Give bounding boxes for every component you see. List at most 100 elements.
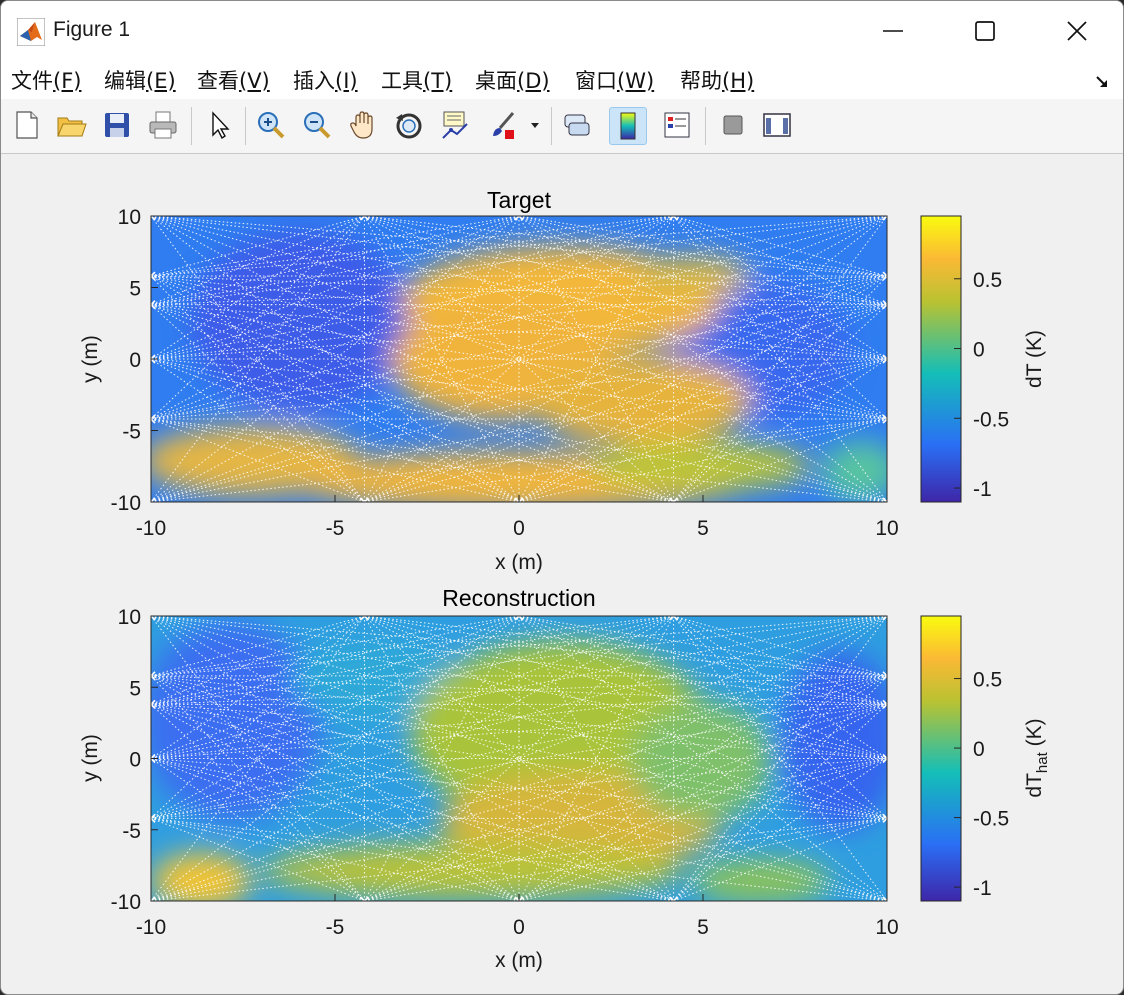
ray-path [151,616,520,759]
sensor-marker [882,216,887,221]
ray-path [151,216,887,277]
ray-path [673,216,887,420]
ray-path [151,758,520,901]
sensor-marker [151,300,156,310]
ray-path [151,216,365,502]
target-title: Target [487,187,552,213]
heatmap-mid-region [631,701,771,821]
new-figure-button[interactable] [9,107,45,143]
x-tick-label: 10 [875,517,898,540]
ray-path [518,418,887,502]
reconstruction-axes[interactable]: Reconstruction -10 -5 0 5 10 10 5 0 -5 -10 [79,585,901,972]
ray-path [151,758,365,901]
ray-path [518,616,887,705]
ray-path [151,758,887,901]
maximize-button[interactable] [939,1,1031,61]
sensor-marker [882,414,887,424]
title-bar[interactable]: Figure 1 [1,1,1123,61]
y-tick-label: 10 [118,206,141,229]
target-colorbar-label: dT (K) [1023,330,1046,388]
hide-plot-tools-icon [723,115,743,135]
maximize-icon [975,21,995,41]
ray-path [151,418,674,502]
ray-path [151,216,365,306]
print-button[interactable] [145,107,181,143]
menu-window[interactable]: 窗口(W) [575,65,654,95]
ray-path [151,275,887,420]
sensor-marker [151,896,156,901]
x-tick-label: 10 [875,916,898,939]
ray-path [151,703,887,759]
sensor-marker [514,216,524,221]
menu-tools[interactable]: 工具(T) [381,65,452,95]
chevron-down-icon [531,123,539,128]
menu-file[interactable]: 文件(F) [11,65,81,95]
ray-path [151,275,887,420]
zoom-in-button[interactable] [253,107,289,143]
colorbar-ticks: 0.5 0 -0.5 -1 [954,669,1009,900]
ray-path [673,216,887,277]
colorbar-button[interactable] [609,107,647,145]
brush-button[interactable] [485,107,521,143]
brush-icon [493,112,515,139]
ray-path [151,358,887,502]
reconstruction-colorbar[interactable]: 0.5 0 -0.5 -1 dThat (K) [920,615,1051,902]
menu-edit[interactable]: 编辑(E) [104,65,176,95]
menu-view[interactable]: 查看(V) [197,65,270,95]
ray-path [364,275,887,502]
ray-path [364,703,887,901]
ray-path [151,616,674,819]
ray-path [364,304,887,502]
sensor-marker [514,497,524,502]
ray-path [151,675,674,901]
pan-button[interactable] [345,107,381,143]
ray-path [673,216,887,502]
ray-path [673,616,887,901]
sensor-marker [151,216,156,221]
heatmap-cold-region [151,621,321,821]
reconstruction-title: Reconstruction [442,585,595,611]
hide-plot-tools-button[interactable] [715,107,751,143]
sensor-marker [882,271,887,281]
ray-path [151,616,674,901]
ray-paths [151,216,887,502]
minimize-button[interactable] [847,1,939,61]
sensor-marker [668,896,679,901]
sensor-marker [882,753,887,764]
x-tick-label: 0 [513,916,525,939]
menu-insert[interactable]: 插入(I) [293,65,358,95]
rotate-3d-button[interactable] [391,107,427,143]
colorbar-tick-label: 0.5 [973,269,1002,292]
link-plot-button[interactable] [559,107,595,143]
save-icon [105,113,129,137]
ray-path [518,216,887,306]
ray-path [151,216,520,360]
colorbar-icon [620,112,636,140]
zoom-out-button[interactable] [299,107,335,143]
colorbar-gradient [920,615,962,902]
dock-arrow-icon[interactable] [1095,75,1109,89]
ray-path [151,216,674,502]
sensor-marker [882,497,887,502]
ray-path [151,703,887,901]
close-button[interactable] [1031,1,1123,61]
menu-help[interactable]: 帮助(H) [680,65,754,95]
reconstruction-colorbar-label: dThat (K) [1023,718,1051,797]
show-plot-tools-button[interactable] [759,107,795,143]
y-tick-label: -10 [111,492,141,515]
target-axes[interactable]: Target -10 -5 0 5 10 10 5 0 -5 -10 [79,187,901,574]
legend-button[interactable] [659,107,695,143]
menu-desktop[interactable]: 桌面(D) [475,65,550,95]
data-cursor-button[interactable] [437,107,473,143]
open-file-button[interactable] [53,107,89,143]
ray-path [364,616,887,901]
target-colorbar[interactable]: 0.5 0 -0.5 -1 dT (K) [920,215,1046,503]
edit-plot-button[interactable] [201,107,237,143]
y-tick-label: 0 [129,349,141,372]
ray-path [151,616,365,705]
colorbar-tick-label: -1 [973,478,992,501]
sensor-marker [668,497,679,502]
ray-path [151,216,520,306]
save-button[interactable] [99,107,135,143]
brush-dropdown-button[interactable] [525,107,547,143]
